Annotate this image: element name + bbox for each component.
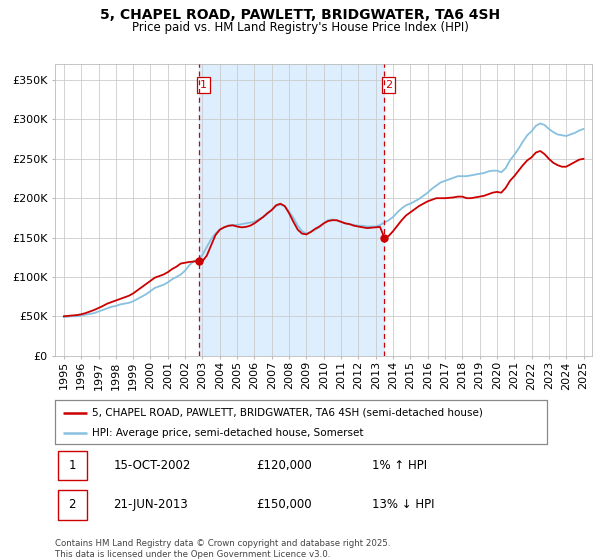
FancyBboxPatch shape [58,451,87,480]
Text: 2: 2 [385,80,392,90]
Text: 1: 1 [68,459,76,472]
Text: 13% ↓ HPI: 13% ↓ HPI [372,498,434,511]
Text: HPI: Average price, semi-detached house, Somerset: HPI: Average price, semi-detached house,… [92,428,364,438]
Bar [199,64,384,356]
FancyBboxPatch shape [58,490,87,520]
Text: 21-JUN-2013: 21-JUN-2013 [113,498,188,511]
Text: £150,000: £150,000 [256,498,311,511]
Text: Contains HM Land Registry data © Crown copyright and database right 2025.
This d: Contains HM Land Registry data © Crown c… [55,539,391,559]
Text: 2: 2 [68,498,76,511]
Text: Price paid vs. HM Land Registry's House Price Index (HPI): Price paid vs. HM Land Registry's House … [131,21,469,34]
Text: £120,000: £120,000 [256,459,311,472]
Text: 15-OCT-2002: 15-OCT-2002 [113,459,191,472]
Text: 1: 1 [200,80,207,90]
Text: 5, CHAPEL ROAD, PAWLETT, BRIDGWATER, TA6 4SH: 5, CHAPEL ROAD, PAWLETT, BRIDGWATER, TA6… [100,8,500,22]
Text: 5, CHAPEL ROAD, PAWLETT, BRIDGWATER, TA6 4SH (semi-detached house): 5, CHAPEL ROAD, PAWLETT, BRIDGWATER, TA6… [92,408,483,418]
Text: 1% ↑ HPI: 1% ↑ HPI [372,459,427,472]
